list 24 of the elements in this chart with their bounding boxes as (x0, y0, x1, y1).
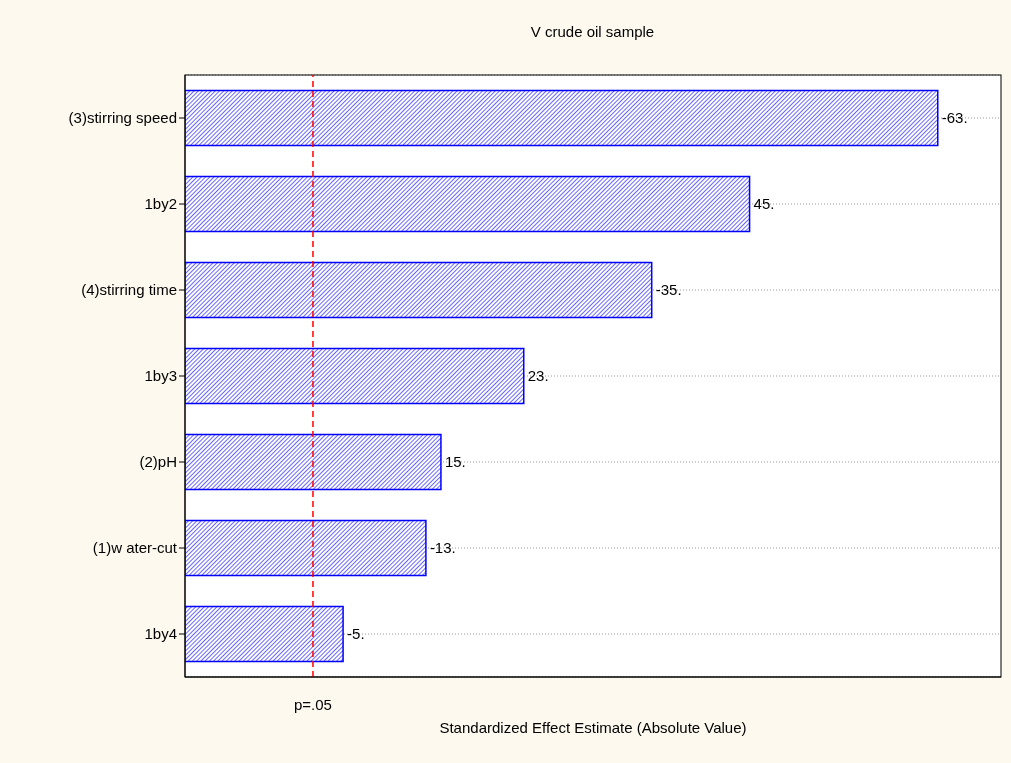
bar (185, 605, 344, 663)
y-tick-label: (4)stirring time (81, 281, 177, 299)
bar (185, 347, 525, 405)
y-tick-label: 1by3 (144, 367, 177, 385)
bar (185, 175, 751, 233)
bar (185, 433, 442, 491)
y-tick-label: 1by2 (144, 195, 177, 213)
y-tick-label: (1)w ater-cut (92, 539, 178, 557)
bar (185, 261, 653, 319)
y-tick-label: (3)stirring speed (68, 109, 177, 127)
y-tick-label: 1by4 (144, 625, 177, 643)
annotation: 45. (753, 194, 775, 212)
annotation: -35. (655, 280, 682, 298)
bar (185, 89, 939, 147)
bar (185, 519, 427, 577)
x-axis-title: Standardized Effect Estimate (Absolute Value) (439, 719, 747, 736)
annotation: 15. (444, 452, 466, 470)
y-tick-label: (2)pH (139, 453, 177, 471)
ref-line-label: p=.05 (293, 696, 332, 713)
annotation: -13. (429, 538, 456, 556)
annotation: -5. (347, 624, 365, 642)
chart-title: V crude oil sample (529, 23, 656, 40)
text: -63. (941, 108, 968, 126)
annotation: 23. (527, 366, 549, 384)
